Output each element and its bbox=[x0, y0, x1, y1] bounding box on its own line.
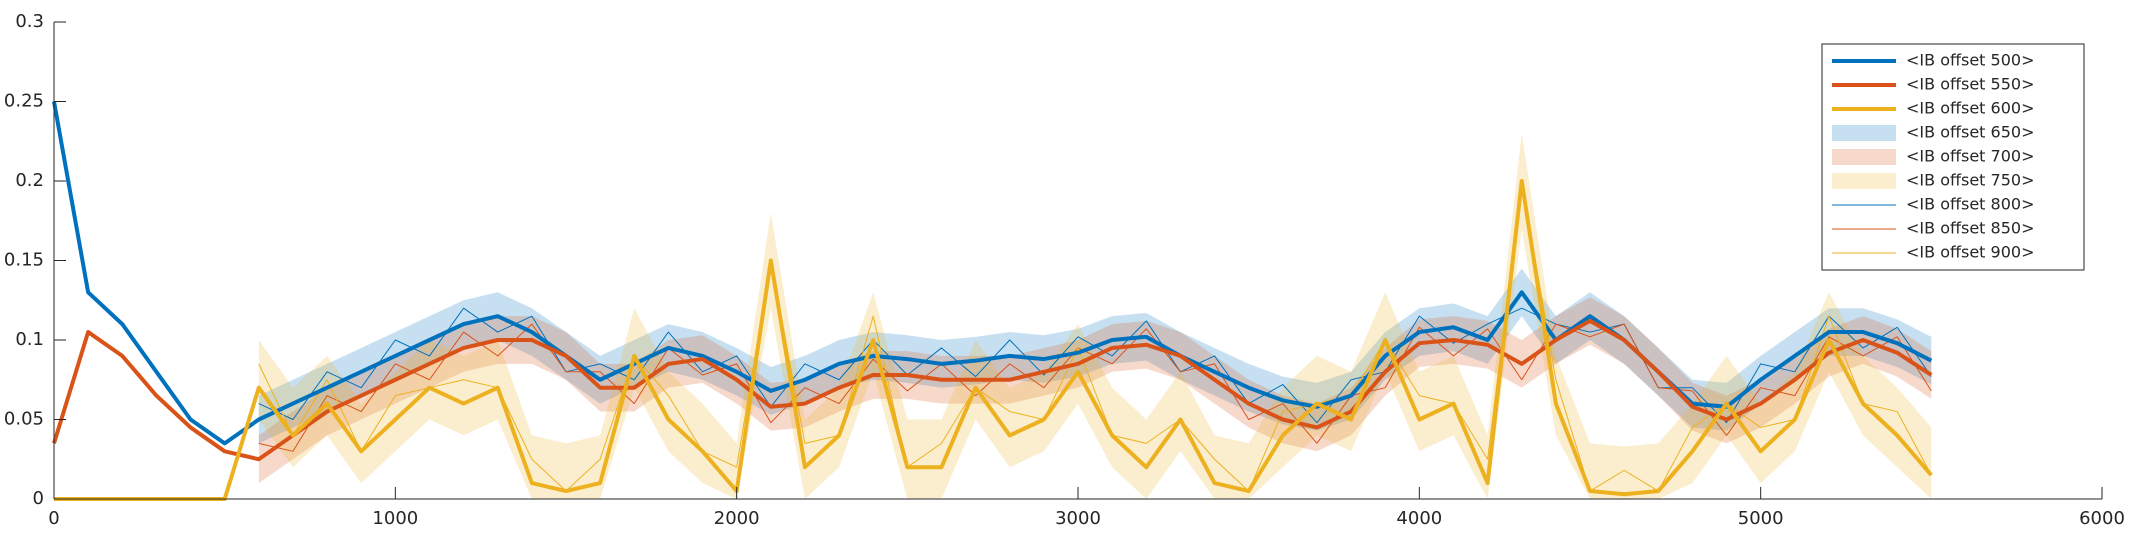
legend-box bbox=[1821, 43, 2085, 271]
y-tick-label: 0.1 bbox=[15, 329, 44, 350]
legend-label: <IB offset 650> bbox=[1906, 123, 2034, 142]
legend-label: <IB offset 750> bbox=[1906, 171, 2034, 190]
x-tick-label: 2000 bbox=[714, 508, 760, 529]
y-tick-label: 0.15 bbox=[4, 250, 44, 271]
legend-label: <IB offset 550> bbox=[1906, 75, 2034, 94]
line bbox=[54, 179, 1933, 501]
legend-label: <IB offset 900> bbox=[1906, 243, 2034, 262]
y-tick-label: 0.3 bbox=[15, 11, 44, 32]
legend-label: <IB offset 700> bbox=[1906, 147, 2034, 166]
legend-swatch bbox=[1832, 149, 1896, 165]
thin-line bbox=[258, 180, 1932, 492]
y-tick-label: 0.25 bbox=[4, 91, 44, 112]
y-tick-label: 0 bbox=[33, 488, 44, 509]
legend-label: <IB offset 850> bbox=[1906, 219, 2034, 238]
band bbox=[258, 133, 1932, 500]
legend-label: <IB offset 500> bbox=[1906, 51, 2034, 70]
x-tick-label: 3000 bbox=[1055, 508, 1101, 529]
plot-area bbox=[52, 101, 1933, 501]
line bbox=[52, 318, 1933, 462]
band bbox=[258, 297, 1932, 484]
x-tick-label: 1000 bbox=[372, 508, 418, 529]
x-tick-label: 5000 bbox=[1738, 508, 1784, 529]
legend-swatch bbox=[1832, 125, 1896, 141]
y-tick-label: 0.05 bbox=[4, 409, 44, 430]
legend-swatch bbox=[1832, 173, 1896, 189]
x-tick-label: 4000 bbox=[1396, 508, 1442, 529]
legend-label: <IB offset 800> bbox=[1906, 195, 2034, 214]
x-tick-label: 6000 bbox=[2079, 508, 2125, 529]
legend-label: <IB offset 600> bbox=[1906, 99, 2034, 118]
legend: <IB offset 500> <IB offset 550> <IB offset… bbox=[1821, 43, 2085, 271]
y-tick-label: 0.2 bbox=[15, 170, 44, 191]
x-tick-label: 0 bbox=[48, 508, 59, 529]
